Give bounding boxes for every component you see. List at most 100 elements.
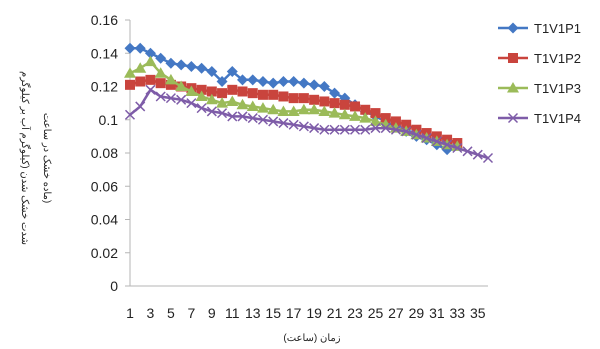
data-point — [155, 78, 166, 89]
data-point — [145, 84, 156, 95]
data-point — [339, 99, 350, 110]
data-point — [165, 57, 177, 69]
data-point — [298, 93, 309, 104]
data-point — [185, 85, 198, 96]
legend-marker — [507, 22, 519, 34]
data-point — [125, 79, 135, 90]
data-point — [145, 74, 156, 85]
data-point — [268, 89, 279, 100]
x-tick-label: 33 — [450, 305, 466, 321]
x-tick-label: 25 — [368, 305, 384, 321]
data-point — [196, 103, 207, 114]
x-axis-title: زمان (ساعت) — [283, 333, 340, 344]
data-point — [216, 97, 229, 108]
data-point — [329, 124, 340, 135]
data-point — [267, 77, 279, 89]
legend-label: T1V1P2 — [534, 51, 581, 66]
data-point — [135, 101, 146, 112]
data-point — [135, 76, 146, 87]
data-point — [452, 142, 463, 154]
x-tick-label: 29 — [409, 305, 425, 321]
data-point — [268, 116, 279, 127]
y-tick-label: 0.02 — [91, 245, 118, 261]
legend-label: T1V1P4 — [534, 111, 581, 126]
data-point — [155, 52, 167, 64]
legend-marker — [507, 82, 519, 93]
data-point — [278, 91, 289, 102]
x-tick-label: 13 — [245, 305, 261, 321]
legend-item: T1V1P3 — [498, 81, 581, 96]
data-point — [247, 88, 258, 99]
data-point — [256, 102, 269, 113]
data-point — [309, 123, 320, 134]
y-axis-title-line-2: ماده خشک در ساعت) — [41, 113, 52, 203]
data-point — [124, 67, 136, 78]
data-point — [411, 129, 422, 140]
data-point — [257, 114, 269, 125]
data-point — [196, 62, 208, 74]
data-point — [379, 118, 392, 130]
data-point — [144, 55, 157, 67]
data-point — [144, 47, 156, 59]
x-tick-label: 1 — [126, 305, 134, 321]
data-point — [329, 87, 341, 99]
data-point — [124, 42, 136, 54]
data-point — [165, 93, 176, 104]
data-point — [360, 104, 371, 115]
data-point — [227, 84, 238, 95]
data-point — [339, 124, 350, 135]
x-tick-label: 35 — [470, 305, 486, 321]
data-point — [165, 79, 176, 90]
data-point — [237, 111, 248, 122]
x-tick-label: 11 — [225, 305, 240, 321]
data-point — [175, 80, 188, 91]
y-tick-label: 0.12 — [91, 79, 118, 95]
data-point — [349, 124, 361, 135]
data-point — [175, 59, 187, 71]
data-point — [328, 107, 341, 118]
data-point — [369, 115, 382, 126]
data-point — [195, 90, 208, 101]
x-tick-label: 5 — [167, 305, 175, 321]
data-point — [370, 123, 381, 134]
data-point — [206, 106, 217, 117]
data-point — [246, 100, 259, 111]
data-point — [288, 93, 299, 104]
data-point — [237, 86, 248, 97]
data-point — [338, 108, 351, 120]
series-line — [129, 88, 489, 160]
legend-item: T1V1P4 — [498, 111, 581, 126]
legend-label: T1V1P3 — [534, 81, 581, 96]
data-point — [278, 118, 289, 129]
data-point — [431, 136, 442, 147]
data-point — [236, 98, 249, 110]
data-point — [134, 42, 146, 54]
x-tick-label: 7 — [187, 305, 195, 321]
y-axis-title: شدت خشک شدن (کیلوگرم آب بر کیلوگرم ماده … — [19, 71, 52, 245]
data-point — [349, 110, 362, 121]
data-point — [257, 89, 268, 100]
data-point — [462, 146, 473, 157]
legend-item: T1V1P1 — [498, 21, 581, 36]
legend: T1V1P1 T1V1P2 T1V1P3 T1V1P4 — [498, 21, 581, 126]
x-tick-label: 9 — [208, 305, 216, 321]
data-point — [350, 101, 361, 112]
data-point — [390, 124, 401, 135]
data-point — [288, 76, 300, 88]
data-point — [257, 76, 269, 88]
data-point — [319, 124, 330, 135]
data-point — [277, 76, 289, 88]
data-point — [267, 103, 280, 115]
legend-label: T1V1P1 — [534, 21, 581, 36]
data-point — [442, 139, 453, 150]
data-point — [380, 113, 391, 124]
x-tick-label: 3 — [147, 305, 155, 321]
data-point — [370, 108, 381, 119]
data-point — [206, 86, 217, 97]
legend-item: T1V1P2 — [498, 51, 581, 66]
data-point — [380, 123, 391, 134]
data-point — [176, 94, 187, 105]
data-point — [217, 108, 228, 119]
